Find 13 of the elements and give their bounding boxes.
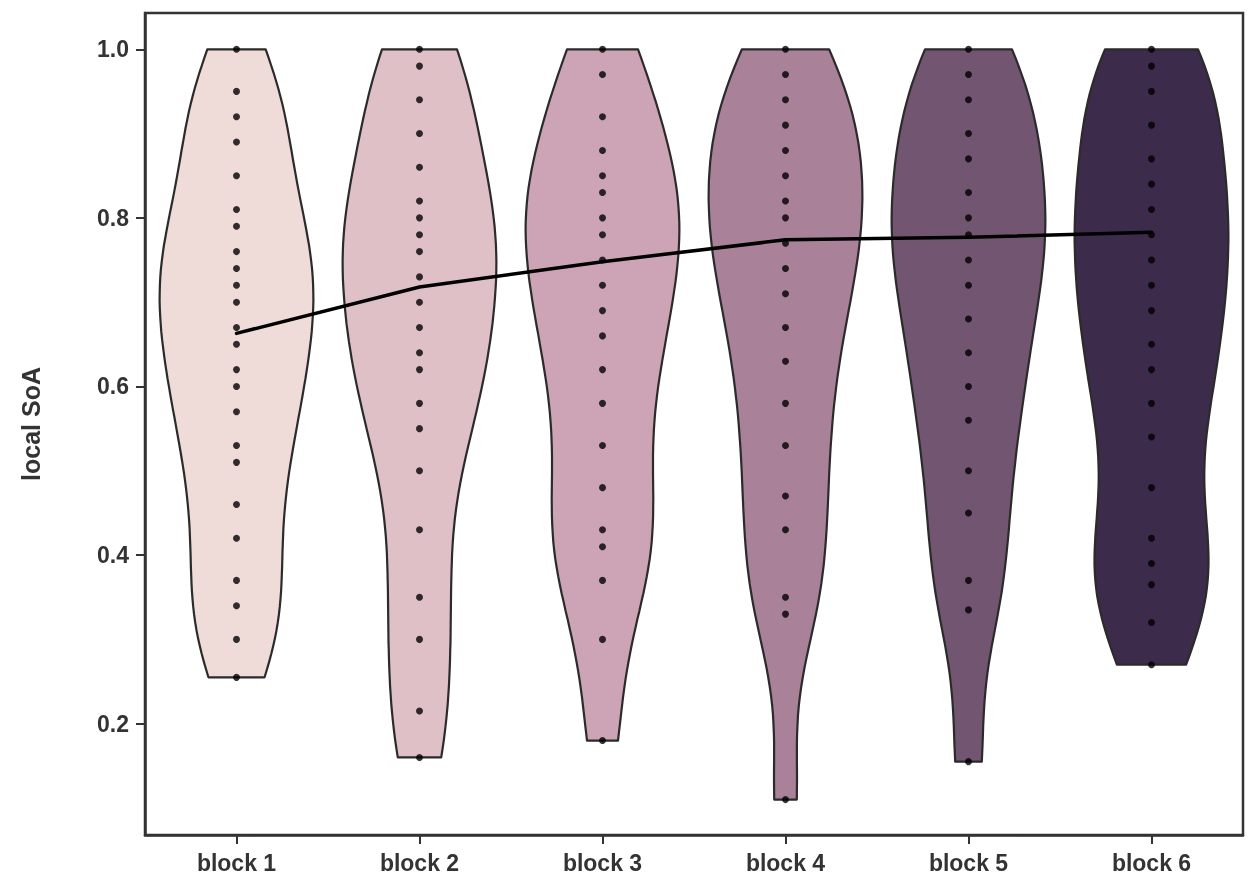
line-series <box>234 230 1154 336</box>
y-tick-label: 1.0 <box>97 36 129 63</box>
y-tick-label: 0.2 <box>97 710 129 737</box>
y-tick-label: 0.8 <box>97 204 130 231</box>
x-tick-label: block 3 <box>562 849 643 876</box>
x-tick-label: block 6 <box>1111 849 1192 876</box>
x-tick-label: block 1 <box>196 849 277 876</box>
x-tick-label: block 5 <box>928 849 1009 876</box>
x-tick-label: block 2 <box>379 849 460 876</box>
x-tick-label: block 4 <box>745 849 826 876</box>
y-tick-label: 0.4 <box>97 542 130 569</box>
y-axis-title: local SoA <box>16 367 45 481</box>
y-tick-label: 0.6 <box>97 373 129 400</box>
